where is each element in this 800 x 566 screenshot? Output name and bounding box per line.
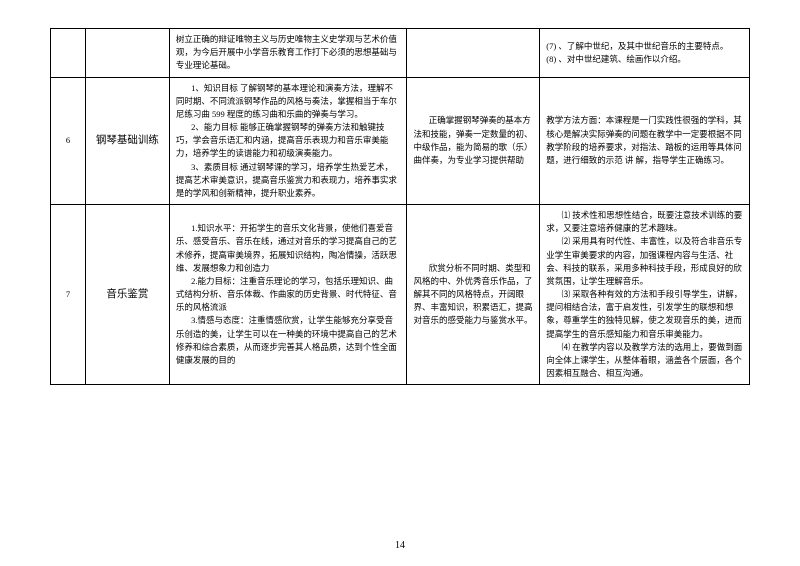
cell-method: (7) 、了解中世纪，及其中世纪音乐的主要特点。 (8) 、对中世纪建筑、绘画作…: [540, 29, 750, 78]
goal-text: 1、知识目标 了解钢琴的基本理论和演奏方法，理解不同时期、不同流派钢琴作品的风格…: [176, 82, 401, 122]
points-text: 正确掌握钢琴弹奏的基本方法和技能，弹奏一定数量的初、中级作品，能为简易的歌（乐）…: [413, 114, 533, 167]
goal-text: 1.知识水平：开拓学生的音乐文化背景，使他们喜爱音乐、感受音乐、音乐在线，通过对…: [176, 222, 401, 275]
cell-goal: 1、知识目标 了解钢琴的基本理论和演奏方法，理解不同时期、不同流派钢琴作品的风格…: [169, 77, 407, 205]
cell-number: 6: [51, 77, 86, 205]
cell-method: 教学方法方面：本课程是一门实践性很强的学科，其核心是解决实际弹奏的问题在教学中一…: [540, 77, 750, 205]
method-text: ⑴ 技术性和思想性结合，既要注意技术训练的要求，又要注意培养健康的艺术趣味。: [546, 209, 743, 235]
cell-goal: 树立正确的辩证唯物主义与历史唯物主义史学观与艺术价值观，为今后开展中小学音乐教育…: [169, 29, 407, 78]
goal-text: 3.情感与态度：注重情感欣赏，让学生能够充分享受音乐创造的美，让学生可以在一种美…: [176, 314, 401, 367]
table-row: 6 钢琴基础训练 1、知识目标 了解钢琴的基本理论和演奏方法，理解不同时期、不同…: [51, 77, 750, 205]
document-page: 树立正确的辩证唯物主义与历史唯物主义史学观与艺术价值观，为今后开展中小学音乐教育…: [0, 0, 800, 566]
points-text: 欣赏分析不同时期、类型和风格的中、外优秀音乐作品，了解其不同的风格特点，开阔眼界…: [413, 262, 533, 328]
cell-course-name: 钢琴基础训练: [85, 77, 169, 205]
method-text: 教学方法方面：本课程是一门实践性很强的学科，其核心是解决实际弹奏的问题在教学中一…: [546, 115, 742, 165]
method-text: ⑵ 采用具有时代性、丰富性，以及符合非音乐专业学生审美要求的内容，加强课程内容与…: [546, 235, 743, 288]
method-text: (7) 、了解中世纪，及其中世纪音乐的主要特点。: [546, 41, 728, 51]
cell-number: [51, 29, 86, 78]
cell-points: 欣赏分析不同时期、类型和风格的中、外优秀音乐作品，了解其不同的风格特点，开阔眼界…: [407, 205, 540, 385]
cell-number: 7: [51, 205, 86, 385]
cell-points: 正确掌握钢琴弹奏的基本方法和技能，弹奏一定数量的初、中级作品，能为简易的歌（乐）…: [407, 77, 540, 205]
cell-goal: 1.知识水平：开拓学生的音乐文化背景，使他们喜爱音乐、感受音乐、音乐在线，通过对…: [169, 205, 407, 385]
goal-text: 2、能力目标 能够正确掌握钢琴的弹奏方法和触键技巧，学会音乐语汇和内涵，提高音乐…: [176, 121, 401, 161]
cell-course-name: 音乐鉴赏: [85, 205, 169, 385]
method-text: ⑶ 采取各种有效的方法和手段引导学生，讲解，提问相结合法，富于启发性，引发学生的…: [546, 288, 743, 341]
method-text: ⑷ 在教学内容以及教学方法的选用上，要做到面向全体上课学生，从整体着眼，涵盖各个…: [546, 341, 743, 381]
table-row: 7 音乐鉴赏 1.知识水平：开拓学生的音乐文化背景，使他们喜爱音乐、感受音乐、音…: [51, 205, 750, 385]
goal-text: 2.能力目标：注重音乐理论的学习，包括乐理知识、曲式结构分析、音乐体裁、作曲家的…: [176, 275, 401, 315]
method-text: (8) 、对中世纪建筑、绘画作以介绍。: [546, 54, 686, 64]
table-row: 树立正确的辩证唯物主义与历史唯物主义史学观与艺术价值观，为今后开展中小学音乐教育…: [51, 29, 750, 78]
cell-method: ⑴ 技术性和思想性结合，既要注意技术训练的要求，又要注意培养健康的艺术趣味。 ⑵…: [540, 205, 750, 385]
goal-text: 3、素质目标 通过钢琴课的学习，培养学生热爱艺术，提高艺术审美意识，提高音乐鉴赏…: [176, 161, 401, 201]
cell-course-name: [85, 29, 169, 78]
curriculum-table: 树立正确的辩证唯物主义与历史唯物主义史学观与艺术价值观，为今后开展中小学音乐教育…: [50, 28, 750, 385]
page-number: 14: [0, 540, 800, 551]
cell-points: [407, 29, 540, 78]
